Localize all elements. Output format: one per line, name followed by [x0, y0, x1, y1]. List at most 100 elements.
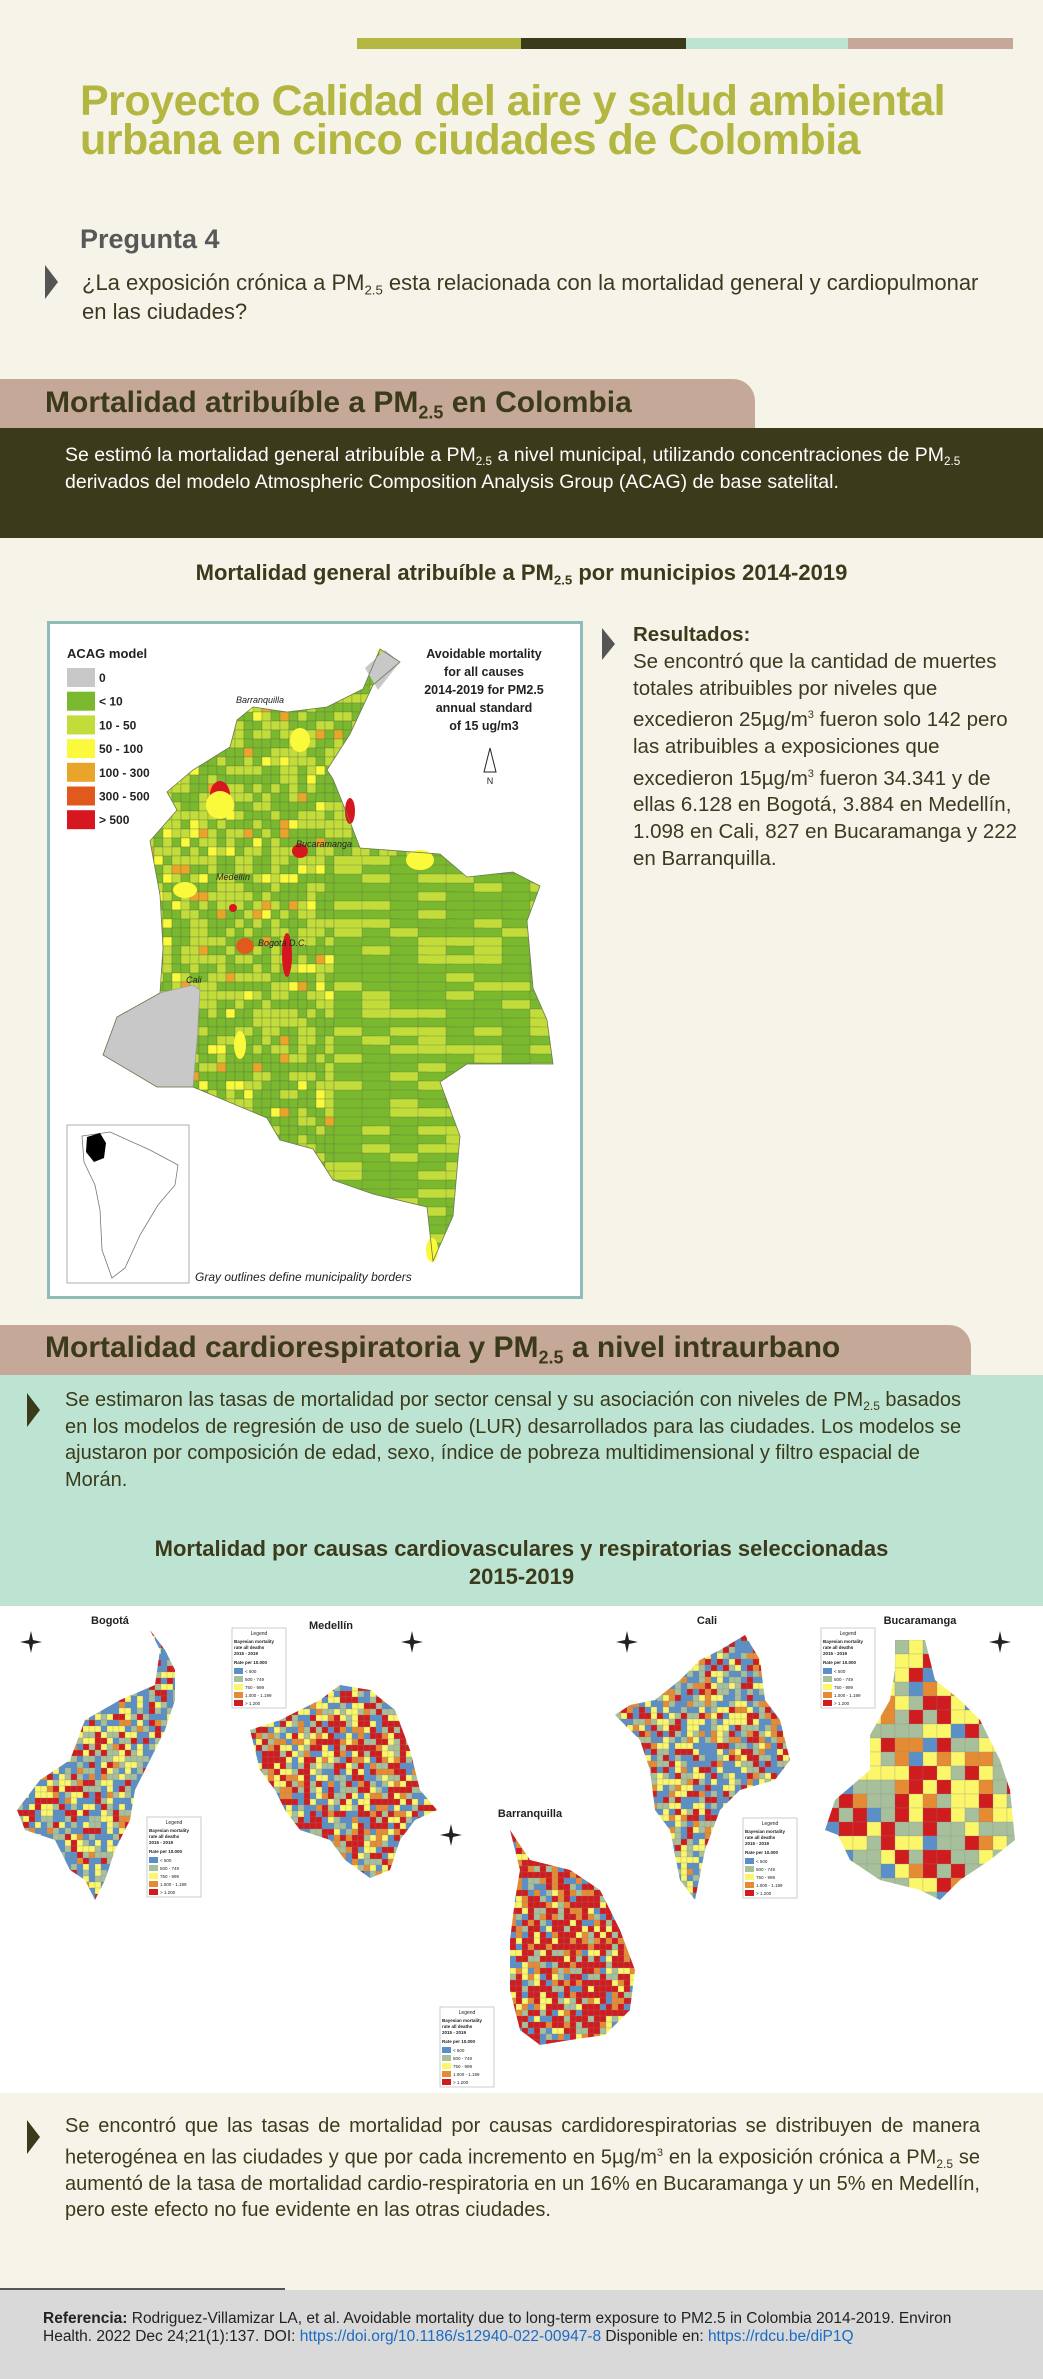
municipality: [297, 909, 308, 920]
census-sector: [118, 1803, 126, 1811]
municipality: [351, 702, 362, 713]
census-sector: [76, 1635, 84, 1643]
census-sector: [136, 1875, 144, 1883]
municipality: [324, 810, 335, 821]
municipality: [279, 1215, 290, 1226]
municipality: [529, 1215, 553, 1251]
municipality: [225, 819, 236, 830]
municipality: [306, 855, 317, 866]
census-sector: [82, 1713, 90, 1721]
municipality: [216, 900, 227, 911]
municipality: [531, 738, 542, 749]
census-sector: [435, 1756, 437, 1764]
census-sector: [58, 1665, 66, 1673]
municipality: [135, 927, 146, 938]
census-sector: [142, 1785, 150, 1793]
municipality: [144, 675, 155, 686]
municipality: [324, 1170, 335, 1181]
census-sector: [291, 1720, 299, 1728]
municipality: [243, 1161, 254, 1172]
municipality: [207, 1143, 218, 1154]
municipality: [252, 1161, 263, 1172]
census-sector: [17, 1647, 24, 1655]
municipality: [252, 1179, 263, 1190]
census-sector: [160, 1701, 168, 1709]
municipality: [103, 1062, 110, 1073]
municipality: [324, 972, 335, 983]
municipality: [198, 1260, 209, 1261]
municipality: [261, 684, 272, 695]
municipality: [306, 864, 317, 875]
municipality: [108, 846, 119, 857]
municipality: [189, 1125, 200, 1136]
census-sector: [58, 1893, 66, 1900]
census-sector: [124, 1803, 132, 1811]
census-sector: [148, 1749, 156, 1757]
municipality: [207, 1080, 218, 1091]
municipality: [324, 649, 335, 659]
census-sector: [100, 1785, 108, 1793]
census-sector: [333, 1768, 341, 1776]
municipality: [216, 738, 227, 749]
census-sector: [34, 1731, 42, 1739]
municipality: [216, 1224, 227, 1235]
municipality: [216, 729, 227, 740]
census-sector: [291, 1822, 299, 1830]
census-sector: [136, 1785, 144, 1793]
municipality: [473, 1062, 503, 1099]
municipality: [324, 1260, 335, 1261]
municipality: [117, 972, 128, 983]
census-sector: [148, 1659, 156, 1667]
census-sector: [279, 1804, 287, 1812]
municipality: [473, 1107, 507, 1137]
municipality: [306, 693, 317, 704]
census-sector: [34, 1653, 42, 1661]
census-sector: [82, 1647, 90, 1655]
municipality: [378, 819, 389, 830]
municipality: [306, 657, 317, 668]
census-sector: [327, 1822, 335, 1830]
results-heading: Resultados:: [633, 623, 751, 646]
municipality: [243, 1179, 254, 1190]
census-sector: [375, 1720, 383, 1728]
municipality: [522, 828, 533, 839]
municipality: [153, 774, 164, 785]
municipality: [522, 720, 533, 731]
census-sector: [315, 1726, 323, 1734]
municipality: [261, 891, 272, 902]
census-sector: [58, 1695, 66, 1703]
municipality: [171, 747, 182, 758]
municipality: [288, 1260, 299, 1261]
census-sector: [130, 1815, 138, 1823]
municipality: [117, 990, 128, 1001]
municipality: [529, 1062, 553, 1094]
municipality: [473, 1143, 511, 1179]
census-sector: [154, 1689, 162, 1697]
municipality: [378, 702, 389, 713]
census-sector: [435, 1685, 437, 1692]
municipality: [279, 1035, 290, 1046]
census-sector: [393, 1822, 401, 1830]
census-sector: [94, 1827, 102, 1835]
census-sector: [148, 1731, 156, 1739]
census-sector: [273, 1816, 281, 1824]
municipality: [108, 945, 119, 956]
municipality: [207, 1206, 218, 1217]
municipality: [189, 837, 200, 848]
census-sector: [375, 1702, 383, 1710]
municipality: [117, 837, 128, 848]
municipality: [225, 693, 236, 704]
census-sector: [17, 1761, 24, 1769]
census-sector: [100, 1719, 108, 1727]
census-sector: [142, 1755, 150, 1763]
municipality: [261, 855, 272, 866]
census-sector: [28, 1677, 36, 1685]
municipality: [189, 900, 200, 911]
municipality: [261, 1062, 272, 1073]
census-sector: [76, 1773, 84, 1781]
census-sector: [351, 1786, 359, 1794]
municipality: [297, 1152, 308, 1163]
municipality: [414, 666, 425, 677]
census-sector: [40, 1731, 48, 1739]
